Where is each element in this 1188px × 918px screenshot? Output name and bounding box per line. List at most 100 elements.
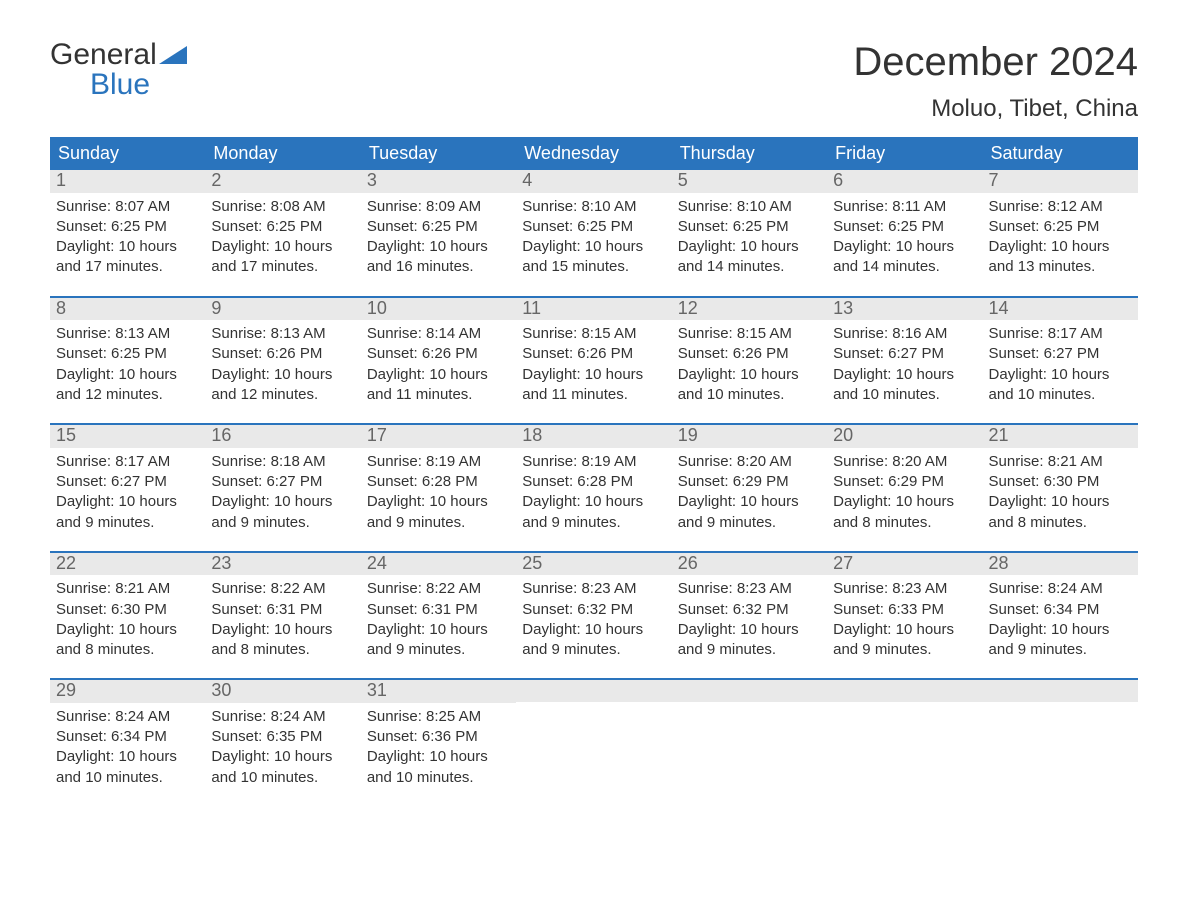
day-number: 30 <box>205 680 360 703</box>
empty-day <box>983 680 1138 702</box>
empty-day <box>672 680 827 702</box>
day-cell: 13Sunrise: 8:16 AMSunset: 6:27 PMDayligh… <box>827 298 982 410</box>
weekday-header: Monday <box>205 137 360 170</box>
day-number: 9 <box>205 298 360 321</box>
day-number: 19 <box>672 425 827 448</box>
week-row: 22Sunrise: 8:21 AMSunset: 6:30 PMDayligh… <box>50 551 1138 665</box>
day-cell <box>516 680 671 792</box>
day-number: 3 <box>361 170 516 193</box>
day-body: Sunrise: 8:15 AMSunset: 6:26 PMDaylight:… <box>672 320 827 409</box>
day-number: 4 <box>516 170 671 193</box>
day-cell <box>983 680 1138 792</box>
day-cell: 26Sunrise: 8:23 AMSunset: 6:32 PMDayligh… <box>672 553 827 665</box>
day-number: 14 <box>983 298 1138 321</box>
day-number: 20 <box>827 425 982 448</box>
day-cell: 11Sunrise: 8:15 AMSunset: 6:26 PMDayligh… <box>516 298 671 410</box>
day-body: Sunrise: 8:20 AMSunset: 6:29 PMDaylight:… <box>827 448 982 537</box>
day-cell: 23Sunrise: 8:22 AMSunset: 6:31 PMDayligh… <box>205 553 360 665</box>
day-cell <box>672 680 827 792</box>
day-cell: 17Sunrise: 8:19 AMSunset: 6:28 PMDayligh… <box>361 425 516 537</box>
logo-triangle-icon <box>159 40 187 70</box>
day-cell: 14Sunrise: 8:17 AMSunset: 6:27 PMDayligh… <box>983 298 1138 410</box>
day-cell: 27Sunrise: 8:23 AMSunset: 6:33 PMDayligh… <box>827 553 982 665</box>
day-body: Sunrise: 8:21 AMSunset: 6:30 PMDaylight:… <box>983 448 1138 537</box>
week-row: 15Sunrise: 8:17 AMSunset: 6:27 PMDayligh… <box>50 423 1138 537</box>
day-number: 23 <box>205 553 360 576</box>
day-number: 6 <box>827 170 982 193</box>
day-body: Sunrise: 8:07 AMSunset: 6:25 PMDaylight:… <box>50 193 205 282</box>
week-row: 29Sunrise: 8:24 AMSunset: 6:34 PMDayligh… <box>50 678 1138 792</box>
day-body: Sunrise: 8:25 AMSunset: 6:36 PMDaylight:… <box>361 703 516 792</box>
day-cell: 6Sunrise: 8:11 AMSunset: 6:25 PMDaylight… <box>827 170 982 282</box>
day-cell: 31Sunrise: 8:25 AMSunset: 6:36 PMDayligh… <box>361 680 516 792</box>
day-cell: 15Sunrise: 8:17 AMSunset: 6:27 PMDayligh… <box>50 425 205 537</box>
day-cell: 28Sunrise: 8:24 AMSunset: 6:34 PMDayligh… <box>983 553 1138 665</box>
day-body: Sunrise: 8:23 AMSunset: 6:32 PMDaylight:… <box>516 575 671 664</box>
day-cell: 21Sunrise: 8:21 AMSunset: 6:30 PMDayligh… <box>983 425 1138 537</box>
day-cell: 30Sunrise: 8:24 AMSunset: 6:35 PMDayligh… <box>205 680 360 792</box>
day-cell: 29Sunrise: 8:24 AMSunset: 6:34 PMDayligh… <box>50 680 205 792</box>
day-body: Sunrise: 8:08 AMSunset: 6:25 PMDaylight:… <box>205 193 360 282</box>
day-body: Sunrise: 8:12 AMSunset: 6:25 PMDaylight:… <box>983 193 1138 282</box>
day-number: 1 <box>50 170 205 193</box>
day-number: 18 <box>516 425 671 448</box>
day-body: Sunrise: 8:24 AMSunset: 6:34 PMDaylight:… <box>50 703 205 792</box>
day-number: 22 <box>50 553 205 576</box>
day-body: Sunrise: 8:11 AMSunset: 6:25 PMDaylight:… <box>827 193 982 282</box>
day-number: 25 <box>516 553 671 576</box>
weekday-header: Saturday <box>983 137 1138 170</box>
calendar: Sunday Monday Tuesday Wednesday Thursday… <box>50 137 1138 792</box>
day-cell: 20Sunrise: 8:20 AMSunset: 6:29 PMDayligh… <box>827 425 982 537</box>
day-body: Sunrise: 8:22 AMSunset: 6:31 PMDaylight:… <box>361 575 516 664</box>
day-number: 17 <box>361 425 516 448</box>
day-number: 31 <box>361 680 516 703</box>
day-body: Sunrise: 8:24 AMSunset: 6:34 PMDaylight:… <box>983 575 1138 664</box>
day-number: 13 <box>827 298 982 321</box>
day-cell: 24Sunrise: 8:22 AMSunset: 6:31 PMDayligh… <box>361 553 516 665</box>
day-cell: 5Sunrise: 8:10 AMSunset: 6:25 PMDaylight… <box>672 170 827 282</box>
day-body: Sunrise: 8:17 AMSunset: 6:27 PMDaylight:… <box>50 448 205 537</box>
day-body: Sunrise: 8:21 AMSunset: 6:30 PMDaylight:… <box>50 575 205 664</box>
weekday-header: Sunday <box>50 137 205 170</box>
empty-day <box>516 680 671 702</box>
day-number: 12 <box>672 298 827 321</box>
day-cell: 18Sunrise: 8:19 AMSunset: 6:28 PMDayligh… <box>516 425 671 537</box>
day-body: Sunrise: 8:23 AMSunset: 6:33 PMDaylight:… <box>827 575 982 664</box>
day-number: 24 <box>361 553 516 576</box>
logo-text-blue: Blue <box>50 70 150 100</box>
location: Moluo, Tibet, China <box>853 95 1138 123</box>
weekday-header: Thursday <box>672 137 827 170</box>
empty-day <box>827 680 982 702</box>
weekday-header-row: Sunday Monday Tuesday Wednesday Thursday… <box>50 137 1138 170</box>
day-number: 5 <box>672 170 827 193</box>
week-row: 8Sunrise: 8:13 AMSunset: 6:25 PMDaylight… <box>50 296 1138 410</box>
weekday-header: Tuesday <box>361 137 516 170</box>
day-body: Sunrise: 8:14 AMSunset: 6:26 PMDaylight:… <box>361 320 516 409</box>
day-cell: 16Sunrise: 8:18 AMSunset: 6:27 PMDayligh… <box>205 425 360 537</box>
day-cell <box>827 680 982 792</box>
day-number: 7 <box>983 170 1138 193</box>
day-cell: 2Sunrise: 8:08 AMSunset: 6:25 PMDaylight… <box>205 170 360 282</box>
day-body: Sunrise: 8:10 AMSunset: 6:25 PMDaylight:… <box>516 193 671 282</box>
day-cell: 1Sunrise: 8:07 AMSunset: 6:25 PMDaylight… <box>50 170 205 282</box>
day-body: Sunrise: 8:24 AMSunset: 6:35 PMDaylight:… <box>205 703 360 792</box>
logo-text-general: General <box>50 40 157 70</box>
day-number: 2 <box>205 170 360 193</box>
day-body: Sunrise: 8:13 AMSunset: 6:25 PMDaylight:… <box>50 320 205 409</box>
day-body: Sunrise: 8:09 AMSunset: 6:25 PMDaylight:… <box>361 193 516 282</box>
day-cell: 7Sunrise: 8:12 AMSunset: 6:25 PMDaylight… <box>983 170 1138 282</box>
day-number: 21 <box>983 425 1138 448</box>
logo: General Blue <box>50 40 187 100</box>
day-number: 11 <box>516 298 671 321</box>
day-number: 26 <box>672 553 827 576</box>
day-body: Sunrise: 8:22 AMSunset: 6:31 PMDaylight:… <box>205 575 360 664</box>
day-body: Sunrise: 8:10 AMSunset: 6:25 PMDaylight:… <box>672 193 827 282</box>
day-number: 10 <box>361 298 516 321</box>
day-number: 28 <box>983 553 1138 576</box>
day-body: Sunrise: 8:17 AMSunset: 6:27 PMDaylight:… <box>983 320 1138 409</box>
day-cell: 25Sunrise: 8:23 AMSunset: 6:32 PMDayligh… <box>516 553 671 665</box>
day-number: 8 <box>50 298 205 321</box>
day-number: 29 <box>50 680 205 703</box>
day-cell: 19Sunrise: 8:20 AMSunset: 6:29 PMDayligh… <box>672 425 827 537</box>
weeks-container: 1Sunrise: 8:07 AMSunset: 6:25 PMDaylight… <box>50 170 1138 792</box>
